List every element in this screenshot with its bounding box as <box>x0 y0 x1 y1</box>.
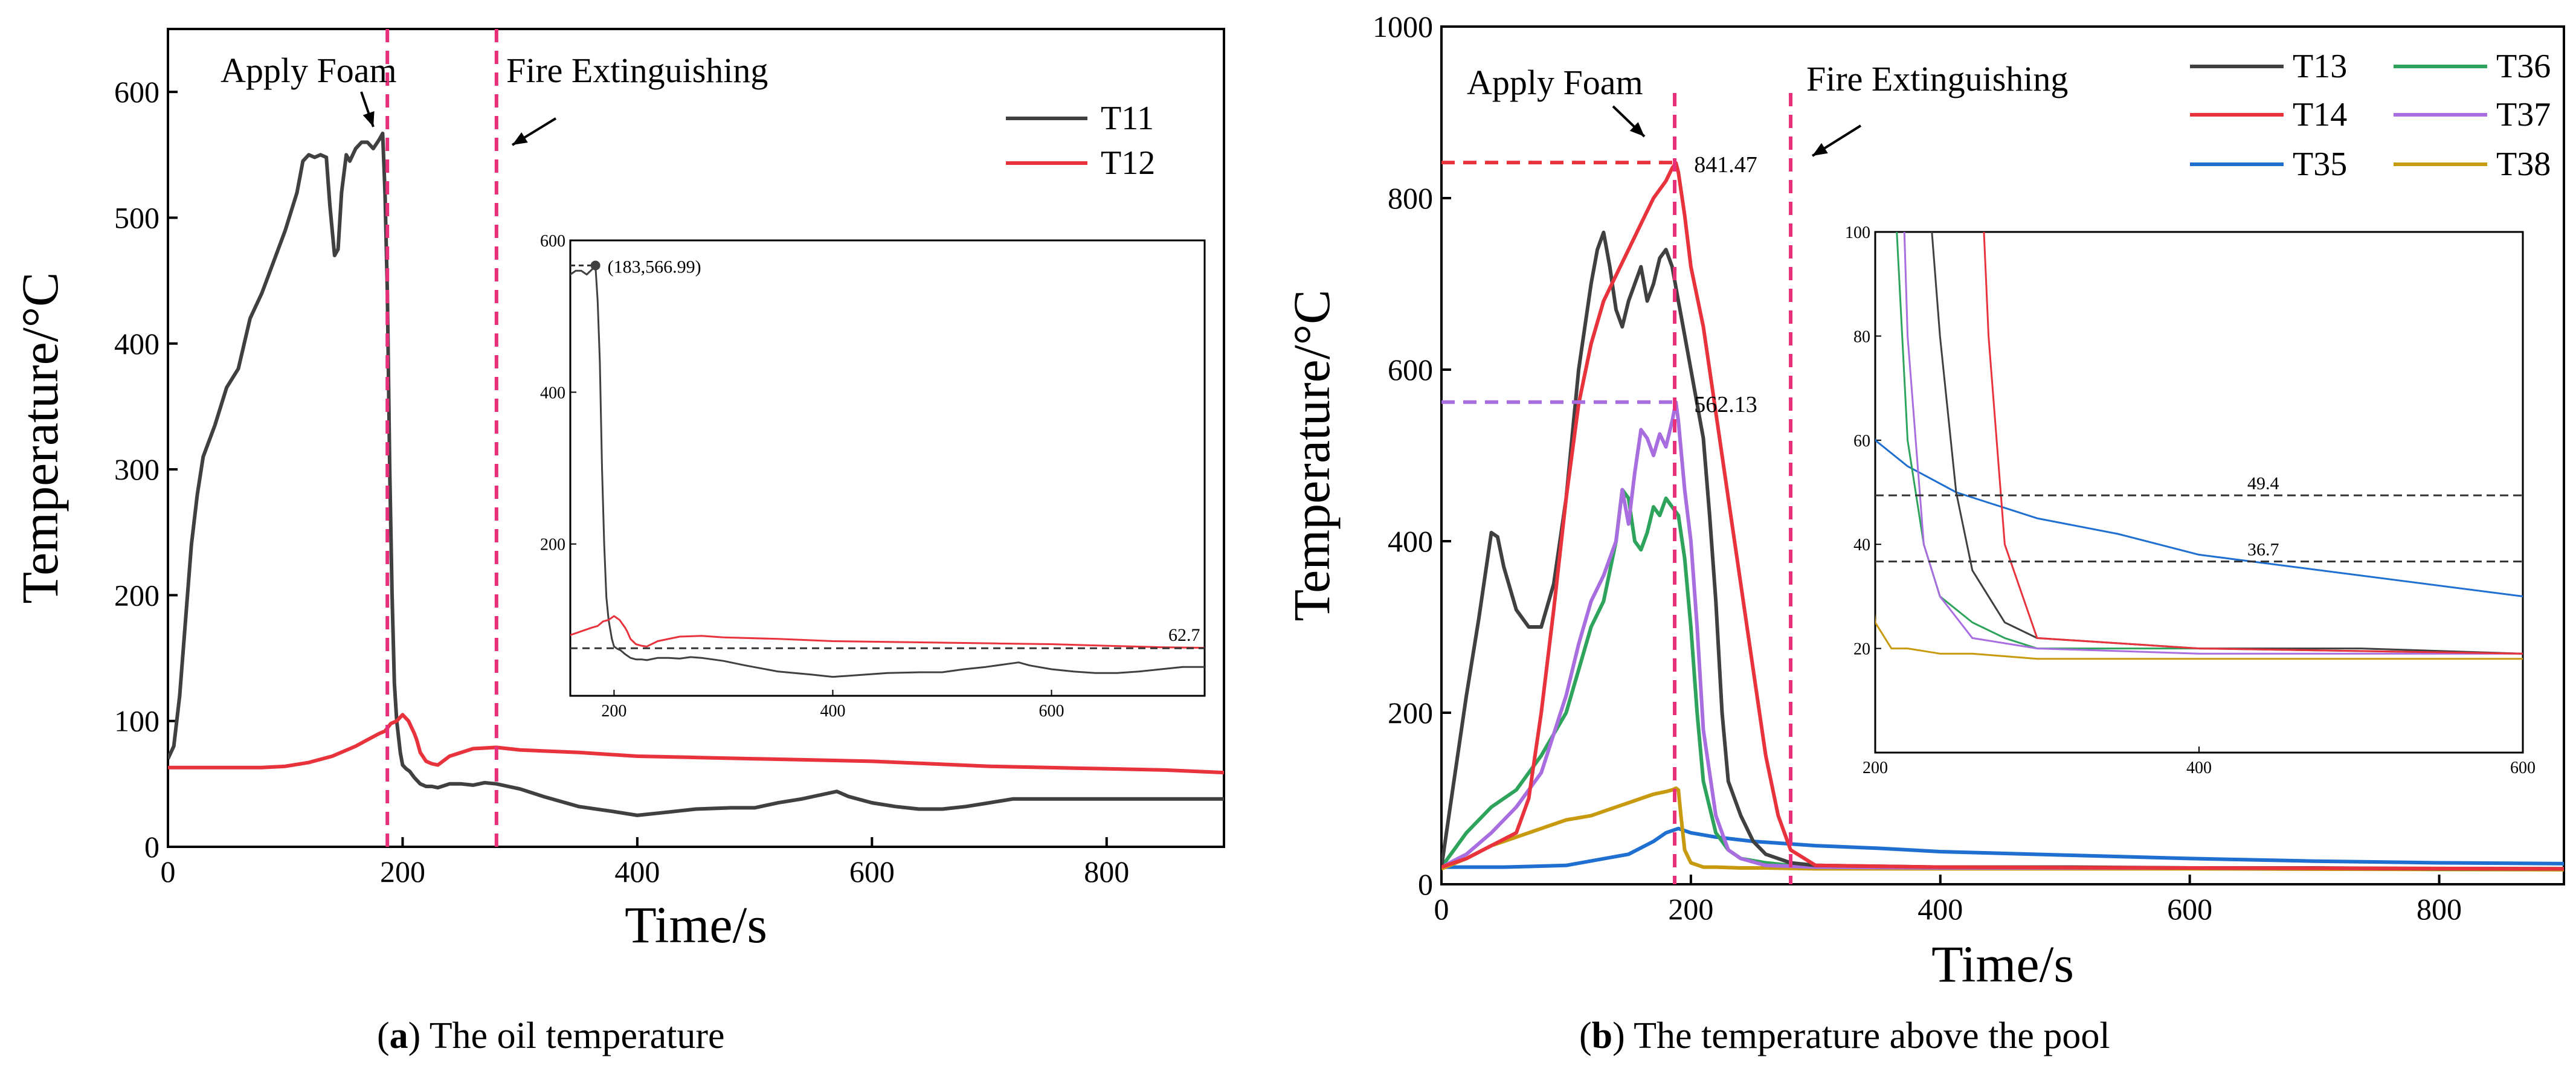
chart-a-xlabel: Time/s <box>625 896 767 954</box>
chart-b-inset-xtick-label-0: 200 <box>1863 759 1888 777</box>
chart-b-xtick-label-1: 200 <box>1668 892 1713 926</box>
chart-b-annotation-fire-extinguishing: Fire Extinguishing <box>1806 59 2068 98</box>
chart-b-inset-series-T37 <box>1903 232 2523 655</box>
chart-b-inset-xtick-label-1: 400 <box>2186 759 2212 777</box>
chart-b-series-T37 <box>1441 400 2564 871</box>
chart-b-legend-label-T13: T13 <box>2293 48 2347 85</box>
chart-a-inset-xtick-label-1: 400 <box>820 702 845 721</box>
chart-b-legend-label-T36: T36 <box>2496 48 2551 85</box>
chart-a-xtick-label-2: 400 <box>614 855 660 888</box>
chart-a-inset-frame <box>569 239 1206 697</box>
chart-b-xlabel: Time/s <box>1931 935 2074 993</box>
chart-b-series-T35 <box>1441 826 2564 869</box>
chart-b-xtick-label-0: 0 <box>1434 892 1449 926</box>
caption-a: (a) The oil temperature <box>377 1015 725 1056</box>
chart-b-frame <box>1440 25 2565 885</box>
chart-a-inset-xtick-label-2: 600 <box>1039 702 1064 721</box>
chart-a-inset-series-T12 <box>570 615 1205 649</box>
chart-b-ytick-label-0: 0 <box>1418 867 1433 901</box>
chart-b-inset-bg <box>1875 232 2523 753</box>
chart-b-legend-label-T38: T38 <box>2496 146 2551 183</box>
chart-a-xtick-label-1: 200 <box>380 855 425 888</box>
chart-a-ytick-label-4: 400 <box>114 327 159 361</box>
chart-a-arrow-fire-extinguishing-head <box>512 132 528 145</box>
chart-b-inset-ytick-label-3: 80 <box>1853 327 1870 346</box>
chart-a-inset-peak-marker <box>590 260 601 271</box>
chart-a-ytick-label-3: 300 <box>114 452 159 486</box>
chart-b-xtick-label-2: 400 <box>1918 892 1963 926</box>
chart-a-arrow-apply-foam-head <box>362 111 375 127</box>
chart-b-ytick-label-2: 400 <box>1388 524 1433 558</box>
caption-a-text: The oil temperature <box>429 1015 725 1056</box>
chart-a-inset-bg <box>570 240 1205 696</box>
chart-b-legend-label-T14: T14 <box>2293 96 2347 133</box>
chart-b-inset-series-T35 <box>1875 438 2523 597</box>
chart-b-ytick-label-5: 1000 <box>1373 10 1433 43</box>
chart-a-inset-ytick-label-0: 200 <box>540 536 565 554</box>
chart-b-inset-ytick-label-2: 60 <box>1853 432 1870 451</box>
chart-b-xtick-label-3: 600 <box>2167 892 2212 926</box>
caption-b-label: b <box>1591 1015 1613 1056</box>
chart-b-ytick-label-3: 600 <box>1388 353 1433 387</box>
chart-b-inset-ytick-label-0: 20 <box>1853 640 1870 659</box>
chart-a-inset-series-T11 <box>570 265 1205 678</box>
chart-a-xtick-label-0: 0 <box>161 855 176 888</box>
chart-b-inset-xtick-label-2: 600 <box>2510 759 2536 777</box>
chart-b-inset-series-T13 <box>1931 232 2523 655</box>
chart-a-ytick-label-2: 200 <box>114 578 159 612</box>
chart-a-annotation-apply-foam: Apply Foam <box>221 51 397 90</box>
chart-a-xtick-label-4: 800 <box>1084 855 1129 888</box>
chart-a-inset-ref-label: 62.7 <box>1168 625 1200 645</box>
chart-a-ylabel: Temperature/°C <box>11 272 69 604</box>
chart-b-annotation-apply-foam: Apply Foam <box>1467 63 1643 102</box>
chart-b-inset-ytick-label-4: 100 <box>1845 223 1870 242</box>
chart-a-legend-label-T12: T12 <box>1101 144 1155 182</box>
chart-b-ytick-label-4: 800 <box>1388 181 1433 215</box>
caption-b: (b) The temperature above the pool <box>1579 1015 2110 1056</box>
chart-b-arrow-apply-foam-head <box>1629 122 1644 137</box>
chart-b-ytick-label-1: 200 <box>1388 696 1433 730</box>
chart-a-inset-peak-label: (183,566.99) <box>608 257 701 277</box>
chart-b-inset-ref-label-1: 36.7 <box>2247 540 2279 560</box>
caption-a-label: a <box>389 1015 408 1056</box>
chart-b-inset-ytick-label-1: 40 <box>1853 536 1870 554</box>
chart-a-legend-label-T11: T11 <box>1101 100 1154 137</box>
chart-a-annotation-fire-extinguishing: Fire Extinguishing <box>506 51 768 90</box>
chart-b-legend-label-T37: T37 <box>2496 96 2551 133</box>
chart-b-inset-series-T38 <box>1875 613 2523 660</box>
chart-a-frame <box>167 28 1225 848</box>
chart-a-ytick-label-0: 0 <box>144 830 159 864</box>
chart-b-series-T13 <box>1441 230 2564 871</box>
chart-a-ytick-label-6: 600 <box>114 75 159 109</box>
chart-a-inset-ytick-label-1: 400 <box>540 384 565 402</box>
chart-a-xtick-label-3: 600 <box>849 855 895 888</box>
chart-a-ytick-label-1: 100 <box>114 704 159 738</box>
chart-b-ylabel: Temperature/°C <box>1283 290 1341 622</box>
chart-b-xtick-label-4: 800 <box>2417 892 2462 926</box>
chart-b-legend-label-T35: T35 <box>2293 146 2347 183</box>
chart-b-series-T14 <box>1441 161 2564 871</box>
chart-a-inset-xtick-label-0: 200 <box>601 702 626 721</box>
chart-b-inset-ref-label-0: 49.4 <box>2247 474 2279 493</box>
chart-a-series-T11 <box>168 131 1224 817</box>
chart-b-hline-label-0: 841.47 <box>1694 152 1757 178</box>
chart-a-inset-ytick-label-2: 600 <box>540 232 565 251</box>
chart-b-hline-label-1: 562.13 <box>1694 392 1757 417</box>
chart-b-inset-series-T36 <box>1896 232 2523 655</box>
caption-b-text: The temperature above the pool <box>1634 1015 2110 1056</box>
chart-a-ytick-label-5: 500 <box>114 201 159 234</box>
chart-a-series-T12 <box>168 713 1224 775</box>
chart-b-arrow-fire-extinguishing-head <box>1812 143 1828 156</box>
